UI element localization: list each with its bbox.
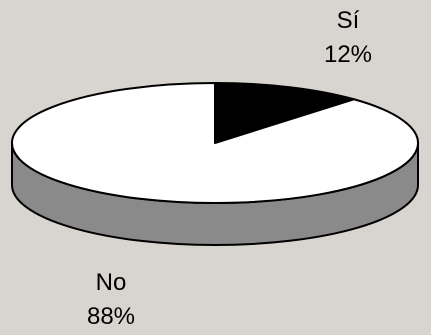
slice-label-no-name: No — [95, 269, 127, 296]
slice-label-no-value: 88% — [86, 303, 136, 330]
slice-label-si-name: Sí — [336, 7, 360, 34]
pie-slice-si — [214, 82, 355, 144]
slice-label-si: Sí 12% — [293, 4, 403, 72]
pie-slice-no — [11, 82, 419, 204]
slice-label-no: No 88% — [56, 266, 166, 334]
slice-label-si-value: 12% — [323, 41, 373, 68]
